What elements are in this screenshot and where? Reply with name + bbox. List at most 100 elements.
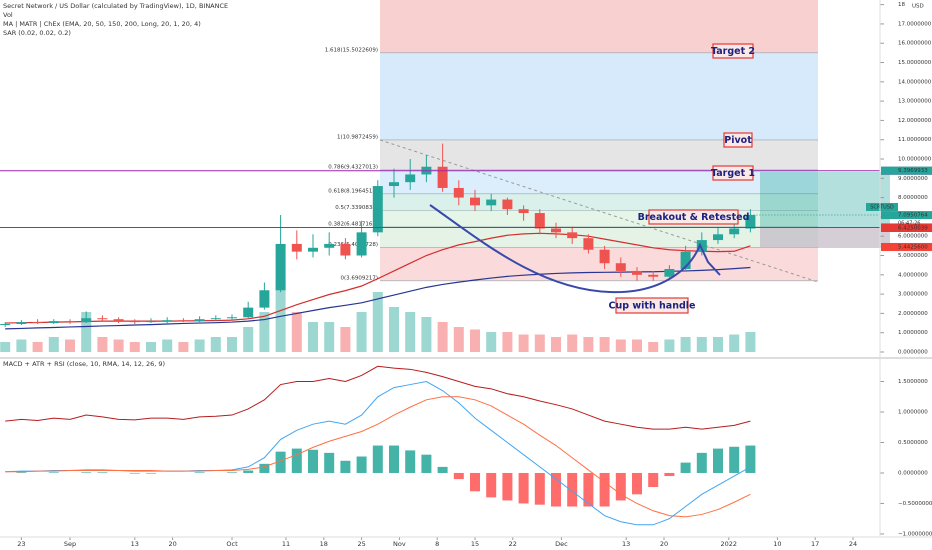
x-tick-label: Nov: [393, 540, 406, 548]
histogram-bar: [551, 472, 561, 507]
x-tick-label: 23: [17, 540, 25, 548]
fib-zone: [380, 247, 818, 281]
y-tick-label: 17.0000000: [898, 21, 932, 27]
fib-label: 1.618(15.5022609): [325, 47, 378, 53]
histogram-bar: [632, 472, 642, 495]
macd-title: MACD + ATR + RSI (close, 10, RMA, 14, 12…: [3, 360, 165, 368]
candle-body: [567, 232, 578, 239]
candle-body: [470, 197, 480, 206]
candle-body: [210, 318, 221, 320]
fib-zone: [380, 193, 818, 211]
histogram-bar: [308, 449, 318, 473]
x-tick-label: 25: [357, 540, 365, 548]
x-tick-label: 11: [282, 540, 290, 548]
volume-bar: [113, 339, 124, 352]
annotation-text: Target 1: [711, 168, 755, 179]
volume-bar: [486, 332, 497, 352]
chart-title: Secret Network / US Dollar (calculated b…: [3, 2, 228, 10]
histogram-bar: [340, 460, 351, 473]
histogram-bar: [599, 472, 610, 507]
volume-bar: [389, 307, 399, 352]
moving-average: [5, 266, 751, 330]
candle-body: [275, 243, 286, 291]
histogram-bar: [502, 472, 513, 501]
y-tick-label: 4.0000000: [898, 272, 928, 278]
candle-body: [356, 232, 367, 256]
annotation: Target 1: [711, 165, 755, 181]
volume-bar: [97, 337, 108, 352]
annotation: Target 2: [711, 43, 755, 59]
volume-bar: [632, 339, 642, 352]
volume-bar: [518, 334, 529, 352]
y-tick-label: 1.0000000: [898, 410, 928, 416]
histogram-bar: [583, 472, 594, 507]
y-tick-label: 6.0000000: [898, 234, 928, 240]
volume-bar: [470, 329, 480, 352]
volume-bar: [194, 339, 205, 352]
volume-bar: [664, 339, 675, 352]
price-badge: [881, 224, 932, 233]
volume-bar: [583, 337, 594, 352]
histogram-bar: [486, 472, 497, 498]
y-tick-label: 14.0000000: [898, 79, 932, 85]
candle-body: [243, 307, 254, 318]
fib-label: 0.382(6.4817163): [328, 221, 378, 227]
y-tick-label: 11.0000000: [898, 137, 932, 143]
countdown: 06:47:26: [898, 220, 920, 226]
volume-bar: [599, 337, 610, 352]
candle-body: [437, 166, 448, 188]
y-tick-label: −1.0000000: [898, 531, 932, 537]
histogram-bar: [389, 445, 399, 473]
histogram-bar: [259, 463, 270, 473]
histogram-bar: [356, 456, 367, 473]
histogram-bar: [421, 454, 432, 473]
volume-bar: [146, 342, 156, 352]
histogram-bar: [227, 472, 237, 473]
y-tick-label: 3.0000000: [898, 292, 928, 298]
candle-body: [227, 317, 237, 319]
candle-body: [32, 322, 43, 324]
histogram-bar: [129, 472, 140, 474]
price-badge: [881, 242, 932, 251]
y-tick-label: 5.0000000: [898, 253, 928, 259]
candle-body: [194, 319, 205, 322]
volume-bar: [48, 337, 59, 352]
y-tick-label: 16.0000000: [898, 41, 932, 47]
candle-body: [146, 321, 156, 323]
candle-body: [129, 321, 140, 323]
price-badge-label: 7.0950764: [898, 213, 928, 219]
y-tick-label: 1.0000000: [898, 330, 928, 336]
volume-bar: [227, 337, 237, 352]
volume-bar: [291, 312, 302, 352]
price-badge: [881, 166, 932, 175]
y-tick-label: 0.0000000: [898, 470, 928, 476]
trend-line: [379, 139, 819, 283]
candle-body: [97, 318, 108, 320]
x-tick-label: 20: [660, 540, 668, 548]
price-badge-label: 9.3969933: [898, 168, 928, 174]
histogram-bar: [664, 472, 675, 477]
annotation-text: Cup with handle: [609, 301, 696, 312]
histogram-bar: [680, 462, 691, 473]
volume-bar: [259, 312, 270, 352]
x-tick-label: 15: [471, 540, 479, 548]
x-tick-label: 13: [131, 540, 139, 548]
histogram-bar: [453, 472, 464, 480]
histogram-bar: [405, 450, 416, 473]
candle-body: [664, 269, 675, 277]
volume-bar: [324, 322, 335, 352]
y-tick-label: 8.0000000: [898, 195, 928, 201]
legend-line: SAR (0.02, 0.02, 0.2): [3, 29, 71, 37]
candle-body: [259, 290, 270, 308]
candle-body: [178, 320, 189, 322]
volume-bar: [648, 342, 659, 352]
fib-label: 0.236(5.4055728): [328, 242, 378, 248]
histogram-bar: [81, 472, 92, 473]
volume-bar: [275, 282, 286, 352]
histogram-bar: [97, 472, 108, 473]
candle-body: [81, 318, 92, 323]
stop-zone: [760, 228, 890, 248]
y-tick-label: 10.0000000: [898, 157, 932, 163]
histogram-bar: [372, 445, 383, 473]
